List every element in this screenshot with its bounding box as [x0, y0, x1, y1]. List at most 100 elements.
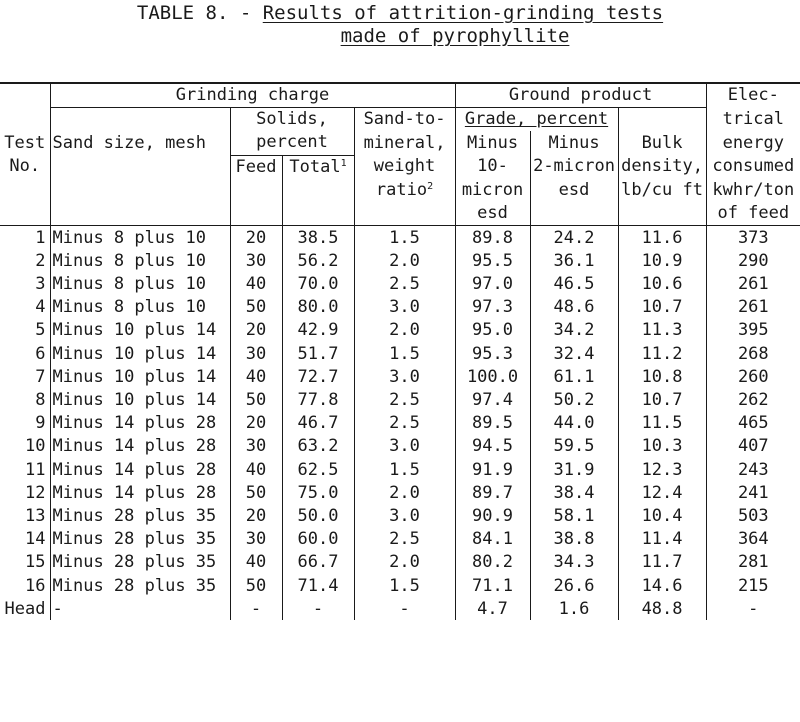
electrical-energy-cell: - — [705, 597, 800, 621]
test-no-cell: 5 — [35, 320, 46, 341]
sand-size-cell: Minus 14 plus 28 — [49, 481, 230, 505]
feed-cell: 50 — [229, 573, 282, 598]
feed-cell: 20 — [229, 411, 282, 435]
sand-size-cell: Minus 14 plus 28 — [49, 458, 230, 482]
bulk-density-cell: 11.4 — [617, 527, 707, 551]
sand-to-mineral-ratio-cell: 2.5 — [353, 388, 456, 412]
feed-cell: 30 — [229, 434, 282, 458]
bulk-density-cell: 10.4 — [617, 504, 707, 528]
table-row: 8 Minus 10 plus 14 50 77.8 2.5 97.4 50.2 10.7 26… — [0, 388, 800, 412]
sand-size-cell: - — [49, 597, 230, 621]
minus2-header-1: Minus — [529, 131, 619, 156]
table-row: 9 Minus 14 plus 28 20 46.7 2.5 89.5 44.0 11.5 46… — [0, 411, 800, 435]
bulk-density-cell: 11.2 — [617, 342, 707, 366]
test-no-cell: 10 — [25, 436, 46, 457]
test-no-cell: 7 — [35, 366, 46, 387]
table-row: 5 Minus 10 plus 14 20 42.9 2.0 95.0 34.2 11.3 39… — [0, 318, 800, 343]
test-no-cell: 9 — [35, 413, 46, 434]
sand-to-mineral-ratio-cell: 1.5 — [353, 225, 456, 250]
test-no-cell: 3 — [35, 274, 46, 295]
electrical-energy-cell: 241 — [705, 481, 800, 505]
sand-size-header: Sand size, mesh — [49, 131, 230, 156]
sand-to-mineral-ratio-cell: 1.5 — [353, 342, 456, 366]
electrical-header-5: kwhr/ton — [705, 178, 800, 202]
bulk-density-cell: 11.6 — [617, 225, 707, 250]
minus-10-micron-cell: 84.1 — [454, 527, 531, 551]
test-no-cell: 1 — [35, 227, 46, 248]
sand-to-mineral-ratio-cell: 1.5 — [353, 573, 456, 598]
feed-cell: 20 — [229, 318, 282, 343]
feed-cell: 40 — [229, 365, 282, 389]
no-header: No. — [9, 156, 41, 177]
sand-to-mineral-ratio-cell: 2.5 — [353, 411, 456, 435]
electrical-header-2: trical — [705, 107, 800, 132]
feed-cell: 20 — [229, 504, 282, 528]
minus-10-micron-cell: 89.8 — [454, 225, 531, 250]
test-header: Test — [4, 132, 46, 153]
bulk-density-cell: 10.9 — [617, 249, 707, 273]
minus-10-micron-cell: 71.1 — [454, 573, 531, 598]
electrical-energy-cell: 262 — [705, 388, 800, 412]
sand-size-cell: Minus 8 plus 10 — [49, 249, 230, 273]
feed-cell: 50 — [229, 295, 282, 319]
feed-cell: 30 — [229, 527, 282, 551]
bulk-density-cell: 11.3 — [617, 318, 707, 343]
feed-cell: 40 — [229, 458, 282, 482]
table-row: 2 Minus 8 plus 10 30 56.2 2.0 95.5 36.1 10.9 290 — [0, 249, 800, 273]
sand-size-cell: Minus 28 plus 35 — [49, 550, 230, 574]
table-row: 7 Minus 10 plus 14 40 72.7 3.0 100.0 61.1 10.8 2… — [0, 365, 800, 389]
table-row: 3 Minus 8 plus 10 40 70.0 2.5 97.0 46.5 10.6 261 — [0, 272, 800, 296]
sand-size-cell: Minus 10 plus 14 — [49, 318, 230, 343]
electrical-energy-cell: 215 — [705, 573, 800, 598]
bulk-density-cell: 11.7 — [617, 550, 707, 574]
table-row: 1 Minus 8 plus 10 20 38.5 1.5 89.8 24.2 11.6 373 — [0, 225, 800, 250]
electrical-energy-cell: 260 — [705, 365, 800, 389]
bulk-header-1: Bulk — [617, 131, 707, 156]
sand-to-mineral-ratio-cell: 2.0 — [353, 481, 456, 505]
total-cell: - — [281, 597, 354, 621]
bulk-density-cell: 10.6 — [617, 272, 707, 296]
ratio-header-1: Sand-to- — [353, 107, 456, 132]
bulk-density-cell: 12.3 — [617, 458, 707, 482]
table-title: TABLE 8. - Results of attrition-grinding… — [0, 2, 800, 48]
feed-cell: - — [229, 597, 282, 621]
electrical-energy-cell: 373 — [705, 225, 800, 250]
sand-size-cell: Minus 8 plus 10 — [49, 225, 230, 250]
test-no-cell: 15 — [25, 552, 46, 573]
minus-10-micron-cell: 89.5 — [454, 411, 531, 435]
minus-10-micron-cell: 80.2 — [454, 550, 531, 574]
table-row: 4 Minus 8 plus 10 50 80.0 3.0 97.3 48.6 10.7 261 — [0, 295, 800, 319]
solids-header-2: percent — [229, 131, 354, 156]
feed-cell: 30 — [229, 342, 282, 366]
test-no-cell: 12 — [25, 482, 46, 503]
sand-to-mineral-ratio-cell: 2.0 — [353, 318, 456, 343]
table-row: 6 Minus 10 plus 14 30 51.7 1.5 95.3 32.4 11.2 26… — [0, 342, 800, 366]
sand-to-mineral-ratio-cell: 3.0 — [353, 295, 456, 319]
total-cell: 63.2 — [281, 434, 354, 458]
electrical-energy-cell: 503 — [705, 504, 800, 528]
sand-size-cell: Minus 14 plus 28 — [49, 434, 230, 458]
feed-cell: 40 — [229, 272, 282, 296]
electrical-energy-cell: 243 — [705, 458, 800, 482]
total-cell: 71.4 — [281, 573, 354, 598]
electrical-energy-cell: 268 — [705, 342, 800, 366]
total-cell: 77.8 — [281, 388, 354, 412]
minus2-header-3: esd — [529, 178, 619, 202]
sand-to-mineral-ratio-cell: 2.0 — [353, 550, 456, 574]
table-label: TABLE 8. - — [136, 2, 263, 24]
minus10-header-4: esd — [454, 201, 531, 227]
minus-10-micron-cell: 89.7 — [454, 481, 531, 505]
electrical-header-1: Elec- — [705, 82, 800, 108]
test-no-cell: 13 — [25, 505, 46, 526]
minus-10-micron-cell: 95.5 — [454, 249, 531, 273]
minus-2-micron-cell: 24.2 — [529, 225, 619, 250]
bulk-density-cell: 12.4 — [617, 481, 707, 505]
test-no-cell: 16 — [25, 575, 46, 596]
sand-to-mineral-ratio-cell: 2.0 — [353, 249, 456, 273]
sand-to-mineral-ratio-cell: 1.5 — [353, 458, 456, 482]
sand-to-mineral-ratio-cell: 3.0 — [353, 504, 456, 528]
total-footnote-mark: 1 — [340, 157, 347, 169]
minus-2-micron-cell: 58.1 — [529, 504, 619, 528]
minus-2-micron-cell: 38.8 — [529, 527, 619, 551]
solids-header-1: Solids, — [229, 107, 354, 132]
